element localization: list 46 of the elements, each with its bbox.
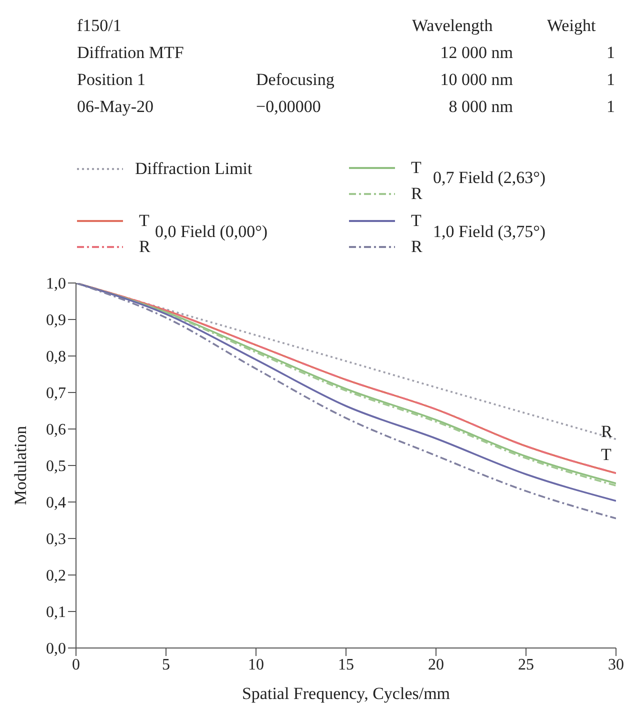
y-axis-title: Modulation — [11, 425, 30, 506]
legend-label: T — [139, 211, 150, 230]
text: Diffration MTF — [77, 43, 184, 62]
text: 12 000 nm — [440, 43, 513, 62]
y-tick-label: 0,1 — [46, 604, 66, 622]
y-tick-label: 0,6 — [46, 422, 66, 439]
legend-label: R — [139, 237, 150, 256]
text: Wavelength — [412, 16, 493, 35]
legend-label: R — [411, 237, 422, 256]
text: 06-May-20 — [77, 97, 154, 116]
legend-label: R — [411, 184, 422, 203]
x-tick-label: 20 — [428, 656, 444, 674]
y-tick-label: 0,8 — [46, 348, 66, 366]
annotation: T — [601, 445, 612, 464]
legend-label: T — [411, 211, 422, 230]
y-tick-label: 0,2 — [46, 568, 66, 585]
text: f150/1 — [77, 16, 122, 35]
text: 0,0 Field (0,00°) — [155, 222, 268, 241]
y-tick-label: 0,0 — [46, 640, 66, 658]
x-tick-label: 15 — [338, 656, 354, 674]
text: Position 1 — [77, 70, 146, 89]
text: Defocusing — [256, 70, 334, 89]
text: 1 — [606, 97, 615, 116]
legend-label: T — [411, 158, 422, 177]
x-tick-label: 30 — [608, 656, 624, 674]
y-tick-label: 0,3 — [46, 531, 66, 548]
annotation: R — [601, 422, 612, 441]
text: 10 000 nm — [440, 70, 513, 89]
legend-label: Diffraction Limit — [135, 159, 252, 178]
x-axis-title: Spatial Frequency, Cycles/mm — [242, 684, 450, 703]
text: 0,7 Field (2,63°) — [433, 168, 546, 187]
y-tick-label: 1,0 — [46, 276, 66, 293]
text: 8 000 nm — [448, 97, 513, 116]
x-tick-label: 25 — [518, 656, 534, 674]
text: 1 — [606, 43, 615, 62]
text: 1 — [606, 70, 615, 89]
y-tick-label: 0,9 — [46, 312, 66, 330]
text: −0,00000 — [256, 97, 321, 116]
text: 1,0 Field (3,75°) — [433, 222, 546, 241]
x-tick-label: 5 — [162, 656, 170, 674]
text: Weight — [547, 16, 596, 35]
y-tick-label: 0,5 — [46, 458, 66, 476]
x-tick-label: 0 — [72, 656, 80, 674]
y-tick-label: 0,7 — [46, 385, 66, 402]
y-tick-label: 0,4 — [46, 494, 66, 512]
x-tick-label: 10 — [248, 656, 264, 674]
